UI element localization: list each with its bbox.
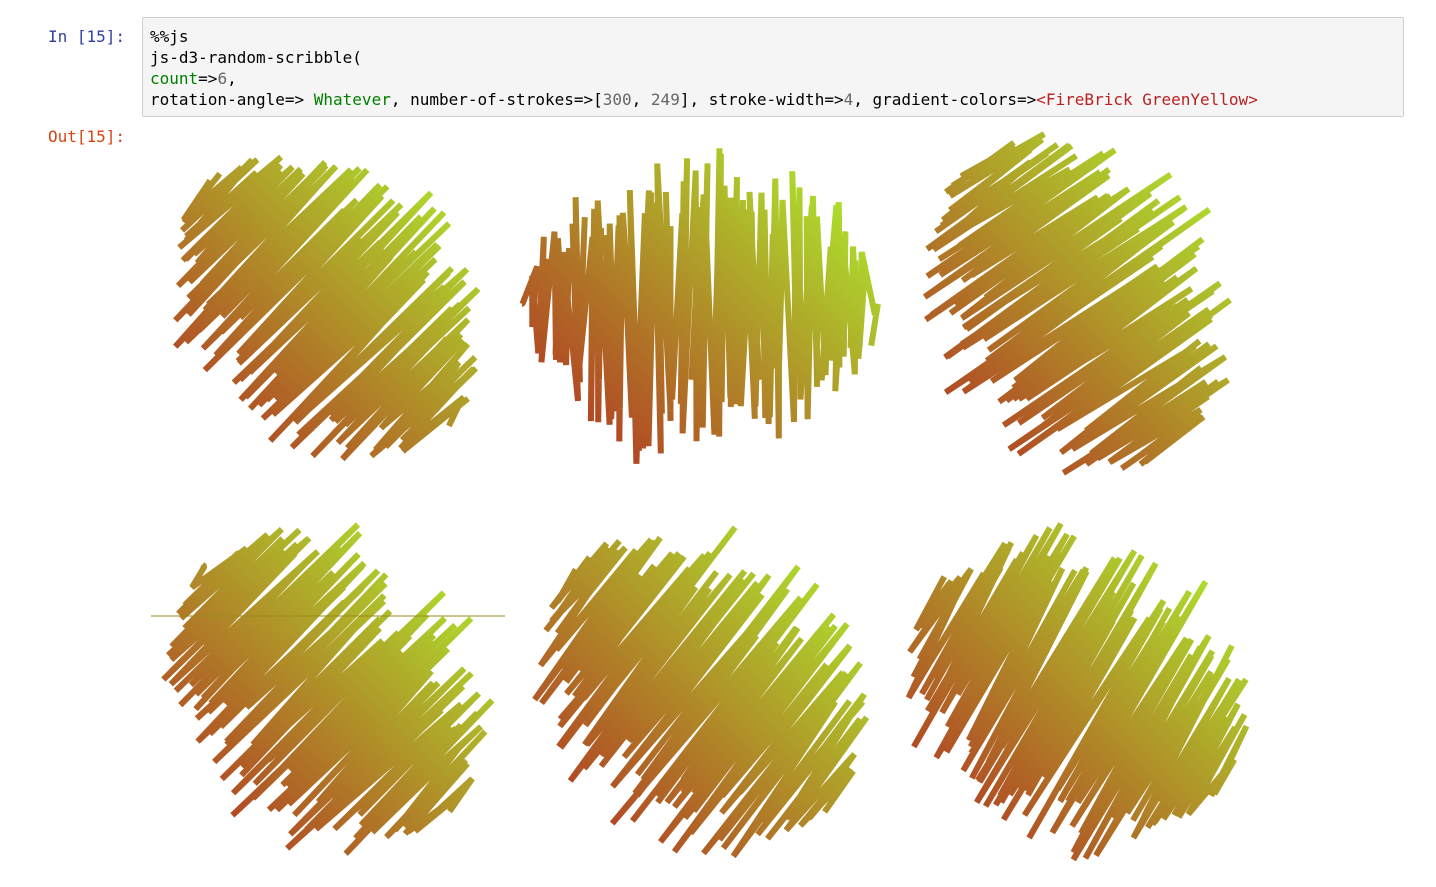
count-value: 6 xyxy=(217,69,228,88)
count-key: count xyxy=(150,69,199,88)
input-prompt: In [15]: xyxy=(48,27,126,46)
rotation-value: Whatever xyxy=(313,90,391,109)
code-input-cell[interactable]: %%js js-d3-random-scribble( count=>6, ro… xyxy=(142,17,1404,117)
gradient-value: <FireBrick GreenYellow> xyxy=(1036,90,1258,109)
scribble-1 xyxy=(173,154,481,462)
scribble-4 xyxy=(161,522,495,856)
stroke-width-key: ], stroke-width=> xyxy=(679,90,844,109)
output-area xyxy=(142,124,1272,874)
scribble-3 xyxy=(922,131,1232,476)
scribble-6 xyxy=(905,522,1250,862)
count-comma: , xyxy=(227,69,237,88)
gradient-key: , gradient-colors=> xyxy=(853,90,1037,109)
rotation-key: rotation-angle=> xyxy=(150,90,314,109)
strokes-sep: , xyxy=(631,90,651,109)
scribble-5 xyxy=(532,525,870,859)
scribble-2 xyxy=(519,148,881,464)
code-line-4: rotation-angle=> Whatever, number-of-str… xyxy=(150,89,1403,110)
code-line-2: js-d3-random-scribble( xyxy=(150,47,1403,68)
count-arrow: => xyxy=(198,69,218,88)
strokes-value-1: 300 xyxy=(602,90,632,109)
scribble-grid xyxy=(151,131,1250,862)
code-line-3: count=>6, xyxy=(150,68,1403,89)
stroke-width-value: 4 xyxy=(843,90,854,109)
output-prompt: Out[15]: xyxy=(48,127,126,146)
cell-magic: %%js xyxy=(150,27,189,46)
function-call: js-d3-random-scribble( xyxy=(150,48,362,67)
strokes-value-2: 249 xyxy=(650,90,680,109)
code-line-1: %%js xyxy=(150,26,1403,47)
strokes-key: , number-of-strokes=>[ xyxy=(390,90,603,109)
